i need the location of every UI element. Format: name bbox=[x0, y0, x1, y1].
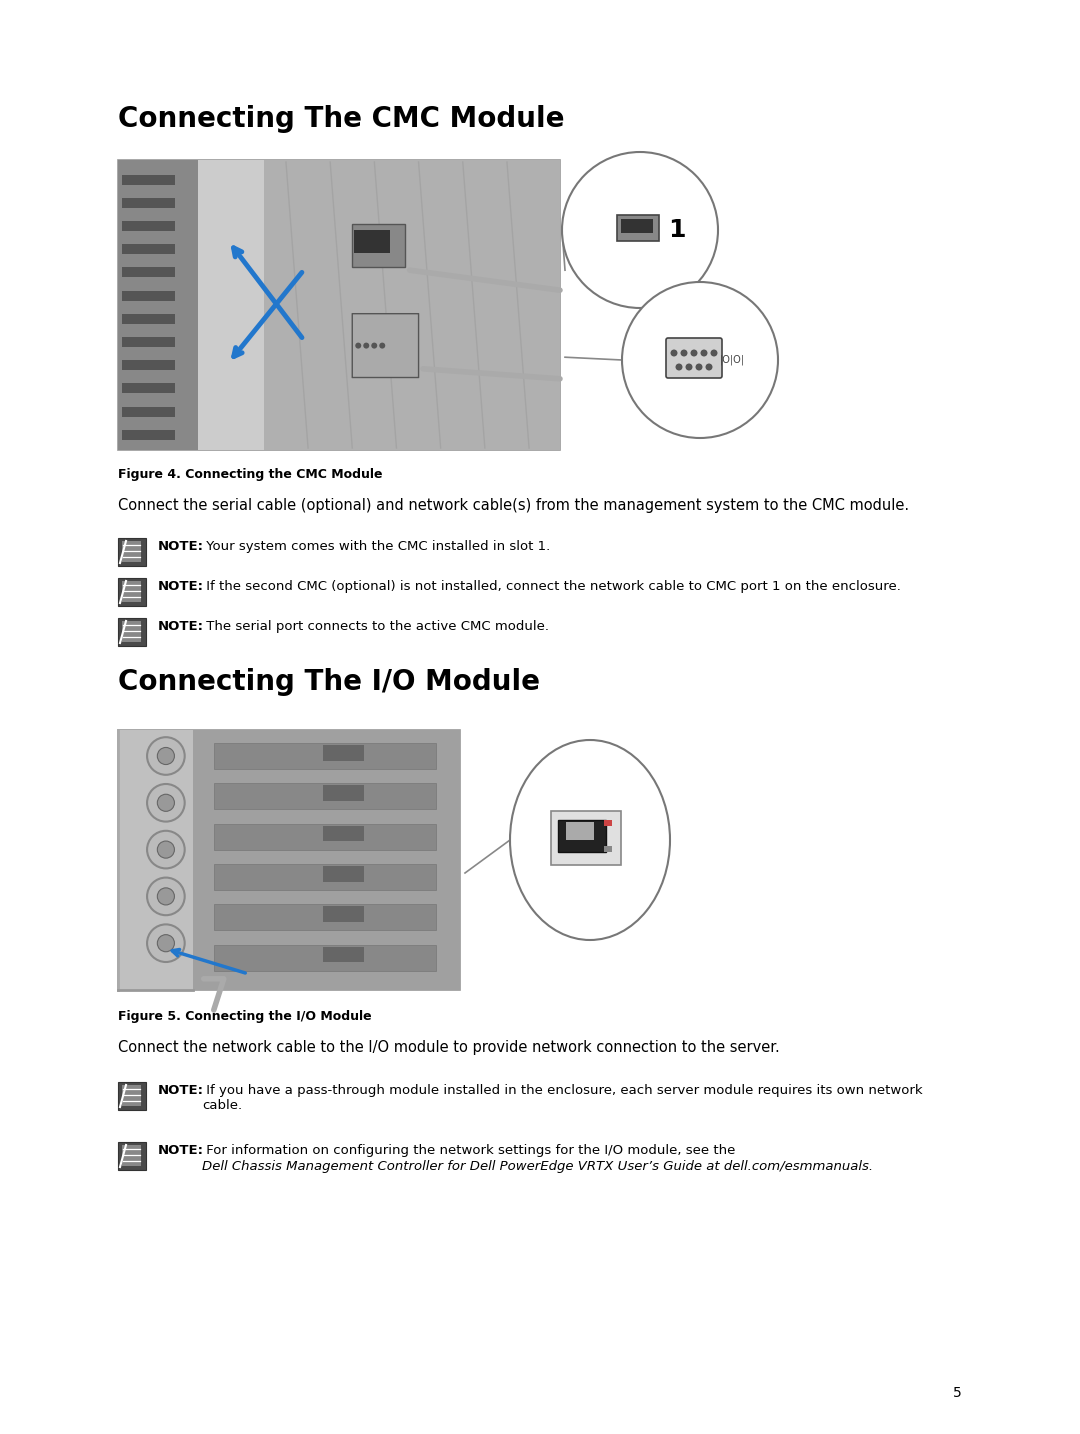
FancyBboxPatch shape bbox=[122, 221, 175, 231]
Text: Figure 4. Connecting the CMC Module: Figure 4. Connecting the CMC Module bbox=[118, 467, 382, 480]
FancyBboxPatch shape bbox=[214, 863, 436, 891]
FancyBboxPatch shape bbox=[122, 541, 141, 562]
FancyBboxPatch shape bbox=[122, 621, 141, 642]
Text: Your system comes with the CMC installed in slot 1.: Your system comes with the CMC installed… bbox=[202, 541, 550, 554]
FancyBboxPatch shape bbox=[352, 314, 419, 377]
Circle shape bbox=[671, 350, 677, 357]
Circle shape bbox=[158, 794, 175, 812]
Circle shape bbox=[675, 363, 683, 370]
Circle shape bbox=[379, 343, 386, 348]
Circle shape bbox=[705, 363, 713, 370]
Text: The serial port connects to the active CMC module.: The serial port connects to the active C… bbox=[202, 619, 549, 632]
FancyBboxPatch shape bbox=[122, 383, 175, 393]
FancyBboxPatch shape bbox=[214, 783, 436, 809]
FancyBboxPatch shape bbox=[118, 578, 146, 607]
FancyBboxPatch shape bbox=[604, 846, 612, 852]
Text: If you have a pass-through module installed in the enclosure, each server module: If you have a pass-through module instal… bbox=[202, 1084, 922, 1111]
Ellipse shape bbox=[510, 740, 670, 941]
Circle shape bbox=[686, 363, 692, 370]
Circle shape bbox=[158, 935, 175, 952]
FancyBboxPatch shape bbox=[122, 244, 175, 254]
FancyBboxPatch shape bbox=[122, 581, 141, 602]
FancyBboxPatch shape bbox=[122, 430, 175, 440]
FancyBboxPatch shape bbox=[118, 1083, 146, 1110]
Circle shape bbox=[147, 784, 185, 822]
FancyBboxPatch shape bbox=[122, 314, 175, 324]
Circle shape bbox=[690, 350, 698, 357]
FancyBboxPatch shape bbox=[122, 198, 175, 208]
FancyBboxPatch shape bbox=[122, 360, 175, 370]
FancyBboxPatch shape bbox=[323, 746, 364, 760]
Text: NOTE:: NOTE: bbox=[158, 541, 204, 554]
Text: Connect the network cable to the I/O module to provide network connection to the: Connect the network cable to the I/O mod… bbox=[118, 1040, 780, 1055]
FancyBboxPatch shape bbox=[118, 538, 146, 566]
FancyBboxPatch shape bbox=[323, 866, 364, 882]
FancyBboxPatch shape bbox=[122, 175, 175, 185]
Text: Connecting The I/O Module: Connecting The I/O Module bbox=[118, 668, 540, 695]
FancyBboxPatch shape bbox=[214, 945, 436, 971]
FancyBboxPatch shape bbox=[666, 338, 723, 379]
Text: Figure 5. Connecting the I/O Module: Figure 5. Connecting the I/O Module bbox=[118, 1010, 372, 1022]
Circle shape bbox=[622, 282, 778, 437]
Circle shape bbox=[158, 747, 175, 764]
FancyBboxPatch shape bbox=[214, 743, 436, 769]
Text: |O|O|: |O|O| bbox=[720, 354, 745, 366]
FancyBboxPatch shape bbox=[118, 618, 146, 645]
Circle shape bbox=[355, 343, 361, 348]
FancyBboxPatch shape bbox=[354, 229, 390, 252]
FancyBboxPatch shape bbox=[122, 1086, 141, 1106]
Circle shape bbox=[147, 925, 185, 962]
Circle shape bbox=[701, 350, 707, 357]
Text: If the second CMC (optional) is not installed, connect the network cable to CMC : If the second CMC (optional) is not inst… bbox=[202, 579, 901, 594]
FancyBboxPatch shape bbox=[558, 820, 606, 852]
FancyBboxPatch shape bbox=[323, 946, 364, 962]
FancyBboxPatch shape bbox=[122, 406, 175, 417]
FancyBboxPatch shape bbox=[118, 1141, 146, 1170]
FancyBboxPatch shape bbox=[122, 1144, 141, 1166]
FancyBboxPatch shape bbox=[118, 730, 193, 989]
FancyBboxPatch shape bbox=[617, 215, 659, 241]
Circle shape bbox=[363, 343, 369, 348]
FancyBboxPatch shape bbox=[352, 224, 405, 267]
Text: 1: 1 bbox=[669, 218, 686, 242]
FancyBboxPatch shape bbox=[566, 822, 594, 840]
Circle shape bbox=[562, 152, 718, 308]
Text: NOTE:: NOTE: bbox=[158, 1144, 204, 1157]
Text: NOTE:: NOTE: bbox=[158, 579, 204, 594]
FancyBboxPatch shape bbox=[118, 161, 561, 450]
Text: For information on configuring the network settings for the I/O module, see the: For information on configuring the netwo… bbox=[202, 1144, 740, 1157]
FancyBboxPatch shape bbox=[264, 161, 561, 450]
Circle shape bbox=[147, 737, 185, 774]
Circle shape bbox=[680, 350, 688, 357]
Text: 5: 5 bbox=[954, 1387, 962, 1400]
Circle shape bbox=[147, 830, 185, 869]
FancyBboxPatch shape bbox=[214, 823, 436, 849]
FancyBboxPatch shape bbox=[122, 337, 175, 347]
FancyBboxPatch shape bbox=[621, 219, 653, 232]
FancyBboxPatch shape bbox=[323, 826, 364, 842]
Text: Connect the serial cable (optional) and network cable(s) from the management sys: Connect the serial cable (optional) and … bbox=[118, 498, 909, 513]
Circle shape bbox=[158, 842, 175, 858]
Circle shape bbox=[372, 343, 377, 348]
Circle shape bbox=[696, 363, 702, 370]
Text: Connecting The CMC Module: Connecting The CMC Module bbox=[118, 105, 565, 133]
Text: NOTE:: NOTE: bbox=[158, 1084, 204, 1097]
FancyBboxPatch shape bbox=[323, 786, 364, 802]
FancyBboxPatch shape bbox=[193, 730, 460, 989]
FancyBboxPatch shape bbox=[118, 730, 460, 989]
Circle shape bbox=[711, 350, 717, 357]
FancyBboxPatch shape bbox=[122, 291, 175, 301]
FancyBboxPatch shape bbox=[604, 820, 612, 826]
FancyBboxPatch shape bbox=[118, 161, 198, 450]
Text: NOTE:: NOTE: bbox=[158, 619, 204, 632]
Circle shape bbox=[147, 878, 185, 915]
FancyBboxPatch shape bbox=[214, 905, 436, 931]
Circle shape bbox=[158, 888, 175, 905]
FancyBboxPatch shape bbox=[323, 906, 364, 922]
FancyBboxPatch shape bbox=[122, 267, 175, 277]
FancyBboxPatch shape bbox=[198, 161, 264, 450]
Text: Dell Chassis Management Controller for Dell PowerEdge VRTX User’s Guide at dell.: Dell Chassis Management Controller for D… bbox=[202, 1160, 873, 1173]
FancyBboxPatch shape bbox=[551, 812, 621, 865]
